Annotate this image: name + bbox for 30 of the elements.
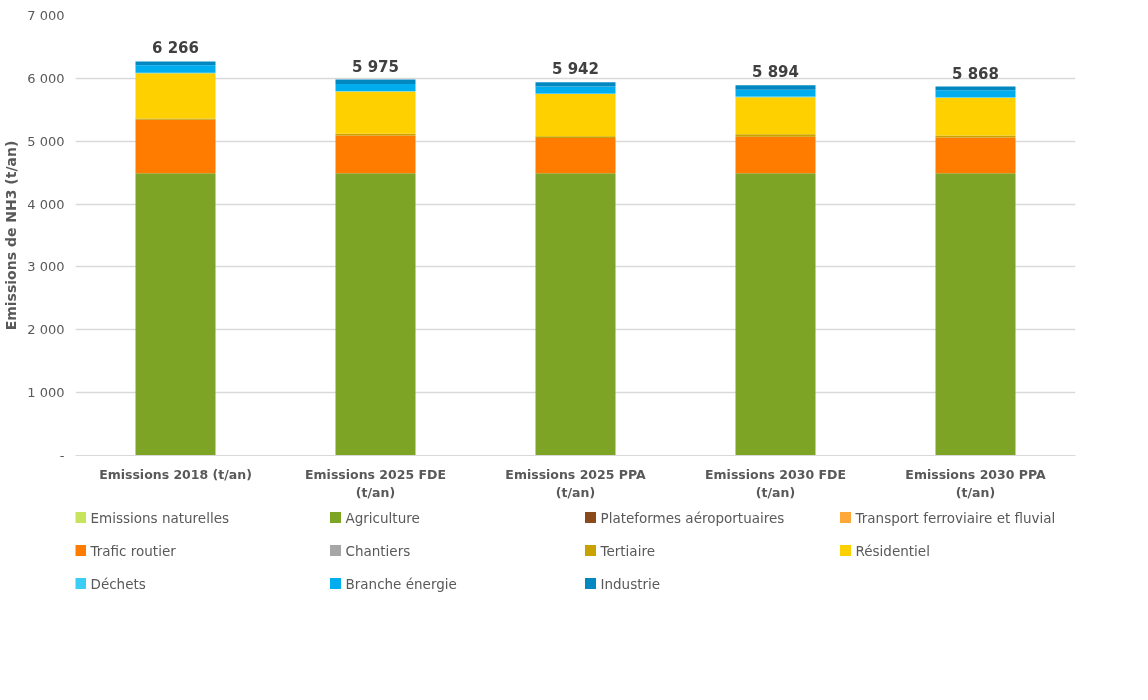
legend-label: Déchets: [90, 575, 146, 592]
y-tick-label: 4 000: [27, 196, 65, 212]
y-tick-label: 1 000: [27, 385, 65, 401]
y-tick-label: 3 000: [27, 259, 65, 275]
x-tick-label: Emissions 2018 (t/an): [99, 466, 252, 482]
total-label: 5 942: [552, 60, 599, 79]
total-label: 5 975: [352, 57, 399, 76]
legend-label: Emissions naturelles: [90, 509, 229, 526]
x-tick-label: Emissions 2025 FDE (t/an): [305, 466, 446, 500]
legend-label: Transport ferroviaire et fluvial: [854, 509, 1056, 526]
y-tick-label: 7 000: [27, 8, 65, 23]
total-label: 6 266: [152, 39, 199, 58]
x-tick-label: Emissions 2030 PPA (t/an): [905, 466, 1046, 500]
total-label: 5 894: [752, 63, 799, 82]
y-axis-title: Emissions de NH3 (t/an): [3, 140, 20, 331]
legend-label: Chantiers: [345, 542, 411, 559]
x-tick-label: Emissions 2030 FDE (t/an): [705, 466, 846, 500]
legend-label: Tertiaire: [599, 542, 655, 559]
legend-label: Agriculture: [345, 509, 420, 526]
y-tick-label: 5 000: [27, 133, 65, 149]
total-label: 5 868: [952, 64, 999, 83]
legend-label: Branche énergie: [345, 575, 457, 592]
legend-label: Industrie: [600, 575, 661, 592]
y-tick-label: 2 000: [27, 322, 65, 338]
y-tick-label: 6 000: [27, 70, 65, 86]
legend-label: Résidentiel: [855, 542, 930, 559]
legend-label: Plateformes aéroportuaires: [600, 509, 785, 526]
legend-label: Trafic routier: [89, 542, 177, 559]
y-tick-label: -: [59, 448, 65, 463]
x-tick-label: Emissions 2025 PPA (t/an): [505, 466, 646, 500]
